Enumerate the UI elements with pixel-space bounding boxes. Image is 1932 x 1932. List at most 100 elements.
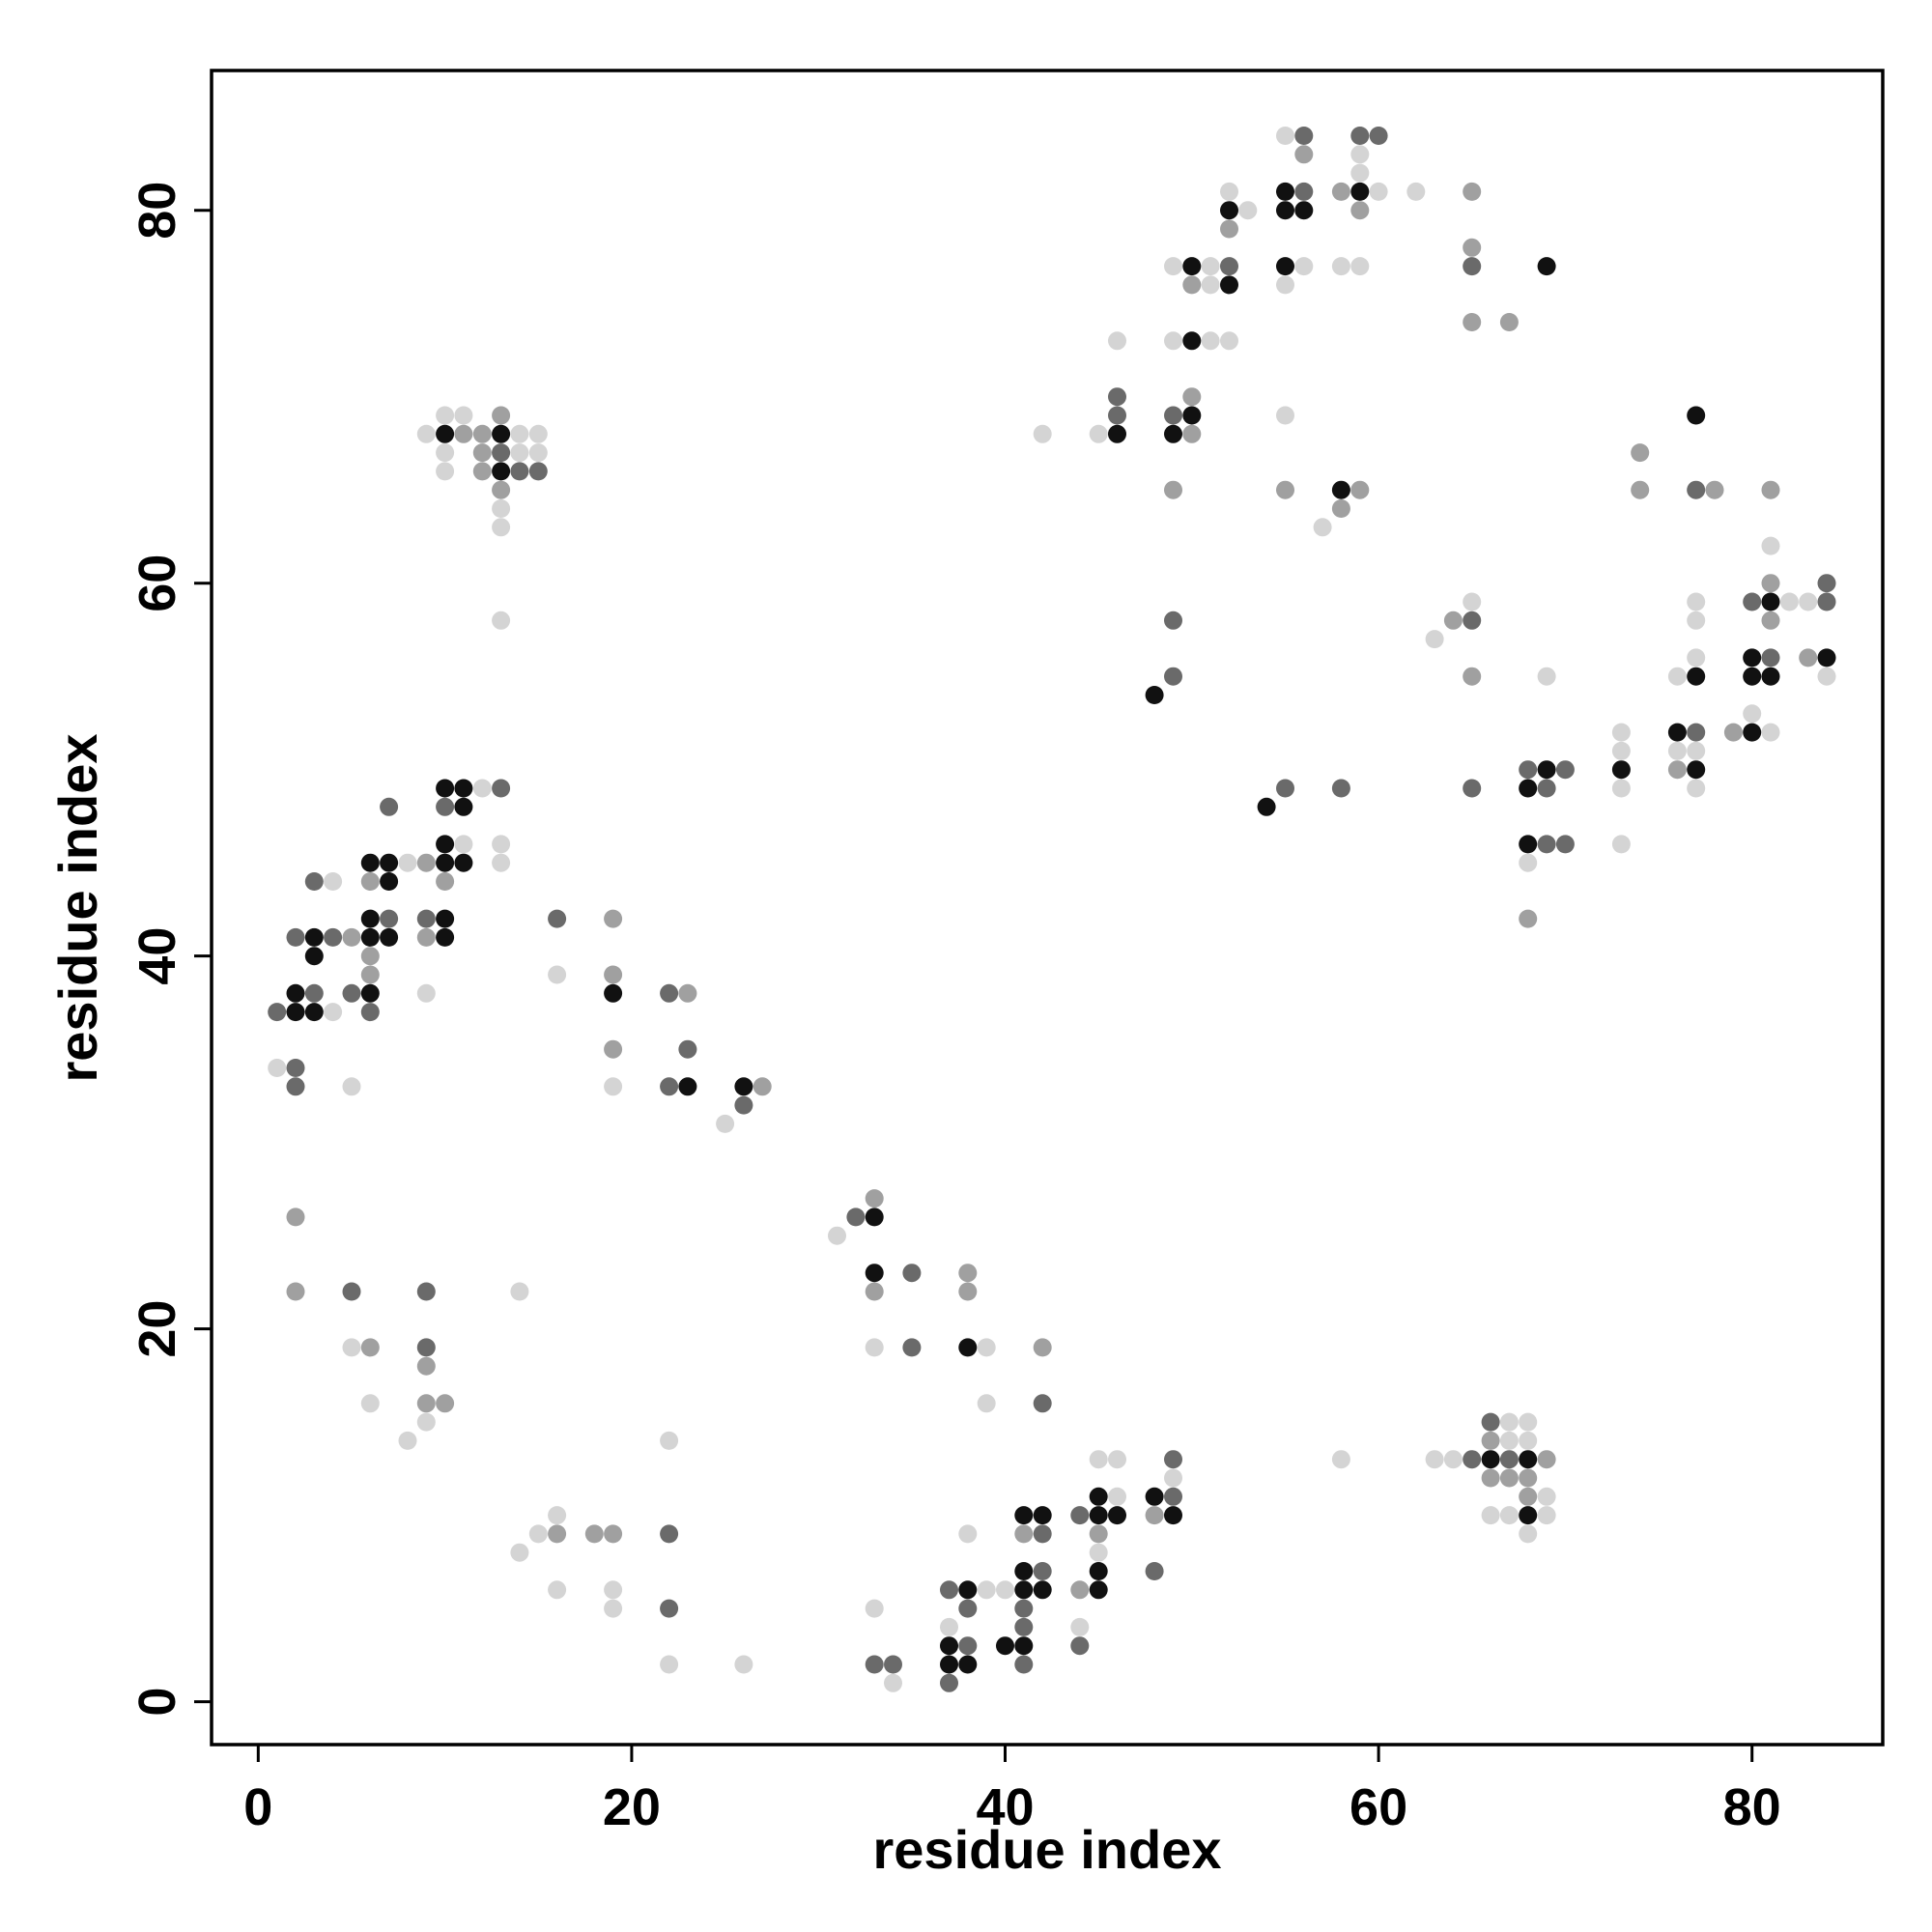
data-point [604,909,623,928]
data-point [1499,1431,1519,1450]
data-point [360,983,380,1003]
data-point [1463,667,1482,686]
data-point [604,1524,623,1544]
data-point [1108,406,1126,425]
data-point [1145,1506,1164,1525]
data-point [1779,592,1799,611]
data-point [492,480,511,499]
data-point [1331,182,1350,201]
data-point [286,927,305,947]
data-point [977,1394,996,1413]
data-point [268,1003,287,1022]
data-point [1033,1562,1052,1580]
data-point [472,443,492,463]
data-point [492,853,511,872]
data-point [1331,1450,1350,1469]
data-point [436,853,455,872]
data-point [454,835,473,854]
y-tick-label: 20 [128,1300,186,1358]
data-point [1164,480,1182,499]
data-point [1182,331,1202,351]
data-point [1220,201,1238,220]
data-point [1687,667,1706,686]
data-point [1687,611,1706,630]
data-point [1799,592,1818,611]
data-point [1033,1524,1052,1544]
data-point [286,1059,305,1077]
data-point [1537,1450,1556,1469]
data-point [360,1394,380,1413]
data-point [416,909,436,928]
data-point [1257,797,1276,816]
data-point [360,872,380,891]
data-point [1743,704,1762,724]
data-point [958,1264,978,1283]
data-point [1276,182,1294,201]
data-point [1220,182,1238,201]
data-point [1164,1506,1182,1525]
data-point [1499,1450,1519,1469]
data-point [1014,1524,1034,1544]
data-point [1369,182,1388,201]
data-point [1070,1506,1090,1525]
x-tick-label: 60 [1350,1778,1407,1836]
data-point [660,1431,679,1450]
data-point [902,1338,922,1357]
data-point [1313,518,1332,537]
data-point [304,983,324,1003]
data-point [436,443,455,463]
data-point [1611,835,1631,854]
data-point [1089,1562,1108,1580]
data-point [342,1338,361,1357]
data-point [436,424,455,443]
data-point [1276,127,1294,145]
data-point [1799,648,1818,668]
data-point [940,1580,958,1600]
data-point [1350,163,1370,183]
data-point [1164,1450,1182,1469]
data-point [492,779,511,798]
data-point [1350,201,1370,220]
data-point [958,1636,978,1656]
data-point [1164,424,1182,443]
y-tick-label: 0 [128,1688,186,1717]
data-point [734,1095,753,1115]
data-point [1743,667,1762,686]
data-point [1350,257,1370,276]
data-point [1089,1506,1108,1525]
data-point [1761,723,1780,742]
data-point [1463,611,1482,630]
data-point [1164,611,1182,630]
data-point [1687,648,1706,668]
data-point [436,406,455,425]
data-point [1817,648,1836,668]
data-point [492,406,511,425]
data-point [380,853,399,872]
y-tick-label: 40 [128,927,186,985]
data-point [1070,1580,1090,1600]
y-tick-label: 80 [128,182,186,240]
data-point [510,424,529,443]
data-point [1481,1450,1500,1469]
data-point [380,797,399,816]
data-point [416,1282,436,1301]
data-point [958,1282,978,1301]
data-point [828,1226,846,1245]
data-point [1294,257,1314,276]
y-tick-label: 60 [128,554,186,612]
data-point [1164,331,1182,351]
data-point [1294,127,1314,145]
data-point [416,1338,436,1357]
x-axis-title: residue index [872,1819,1221,1880]
data-point [604,1077,623,1096]
data-point [436,927,455,947]
data-point [1611,779,1631,798]
data-point [1743,648,1762,668]
data-point [865,1189,884,1208]
data-point [548,1524,567,1544]
data-point [416,983,436,1003]
data-point [1294,201,1314,220]
data-point [1220,219,1238,239]
data-point [1761,667,1780,686]
